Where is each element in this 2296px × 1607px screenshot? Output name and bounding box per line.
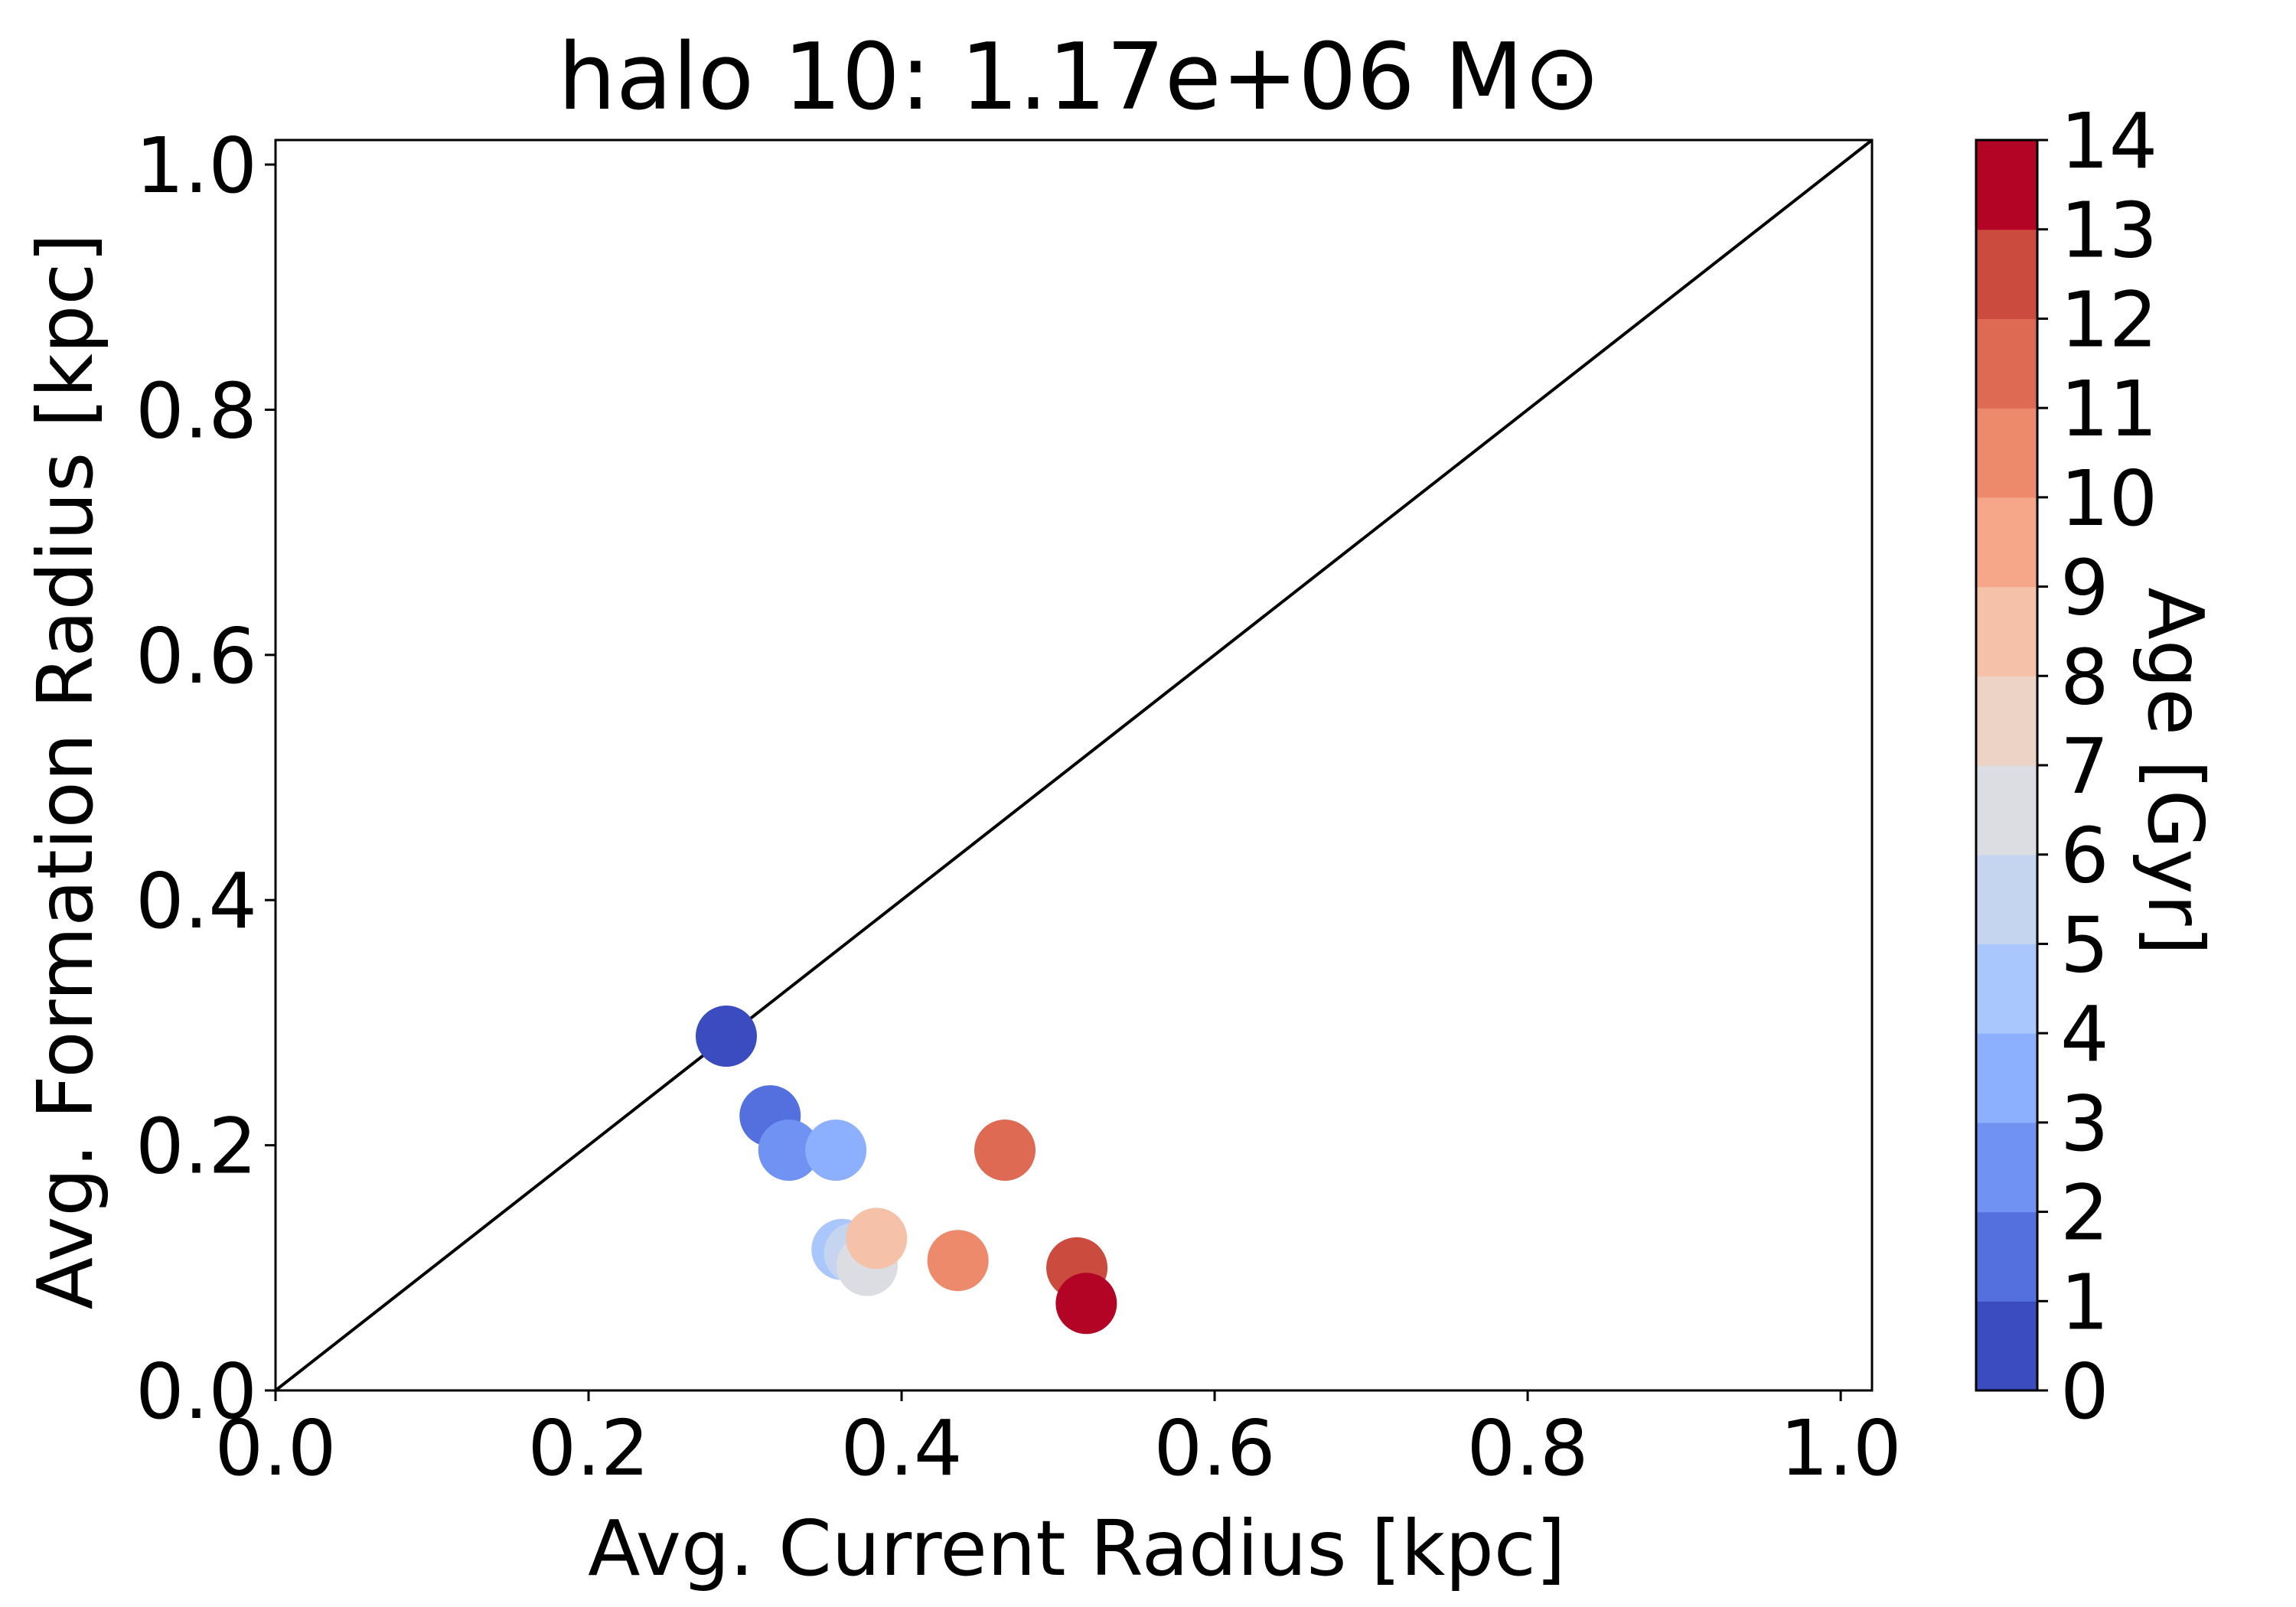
x-axis-ticks: 0.0 0.2 0.4 0.6 0.8 1.0 xyxy=(214,1390,1902,1493)
colorbar-bin xyxy=(1976,765,2037,856)
data-point xyxy=(974,1120,1036,1182)
colorbar-tick-label: 5 xyxy=(2060,900,2109,989)
data-point xyxy=(927,1230,989,1292)
colorbar-bin xyxy=(1976,318,2037,409)
colorbar-tick-label: 8 xyxy=(2060,632,2109,722)
colorbar-tick-label: 0 xyxy=(2060,1347,2109,1436)
y-tick-label: 0.0 xyxy=(135,1347,257,1436)
chart-title: halo 10: 1.17e+06 M⊙ xyxy=(558,24,1600,131)
colorbar-tick-label: 6 xyxy=(2060,811,2109,901)
x-tick-label: 0.4 xyxy=(841,1403,963,1493)
colorbar-tick-label: 3 xyxy=(2060,1079,2109,1169)
x-tick-label: 0.6 xyxy=(1154,1403,1276,1493)
data-point xyxy=(758,1120,820,1182)
colorbar-bin xyxy=(1976,1033,2037,1123)
colorbar-bin xyxy=(1976,229,2037,320)
colorbar-bin xyxy=(1976,676,2037,766)
data-point xyxy=(1055,1273,1117,1335)
colorbar-tick-label: 9 xyxy=(2060,543,2109,633)
colorbar-bin xyxy=(1976,140,2037,230)
x-tick-label: 0.8 xyxy=(1467,1403,1589,1493)
y-axis-label: Avg. Formation Radius [kpc] xyxy=(21,233,110,1310)
colorbar-tick-label: 10 xyxy=(2060,454,2157,543)
data-point xyxy=(805,1120,867,1182)
x-axis-label: Avg. Current Radius [kpc] xyxy=(588,1504,1566,1593)
colorbar-tick-label: 13 xyxy=(2060,186,2157,275)
colorbar-bin xyxy=(1976,497,2037,588)
colorbar-bin xyxy=(1976,408,2037,498)
colorbar-tick-label: 2 xyxy=(2060,1169,2109,1258)
y-tick-label: 0.4 xyxy=(135,856,257,946)
colorbar-tick-label: 7 xyxy=(2060,722,2109,811)
x-tick-label: 1.0 xyxy=(1780,1403,1902,1493)
colorbar-bin xyxy=(1976,854,2037,945)
identity-line xyxy=(274,139,1874,1392)
colorbar-bins xyxy=(1976,140,2037,1391)
plot-frame xyxy=(274,139,1874,1392)
y-tick-label: 0.8 xyxy=(135,366,257,455)
data-points xyxy=(695,1006,1117,1335)
colorbar-tick-label: 1 xyxy=(2060,1257,2109,1347)
data-point xyxy=(846,1208,908,1270)
colorbar-tick-label: 4 xyxy=(2060,989,2109,1079)
colorbar-tick-label: 11 xyxy=(2060,364,2157,454)
y-tick-label: 0.2 xyxy=(135,1102,257,1191)
colorbar-bin xyxy=(1976,586,2037,676)
colorbar-bin xyxy=(1976,1211,2037,1302)
x-tick-label: 0.0 xyxy=(214,1403,336,1493)
colorbar-tick-label: 12 xyxy=(2060,275,2157,364)
plot-area: 0.0 0.2 0.4 0.6 0.8 1.0 0.0 0.2 0.4 0.6 0.8 1.0 xyxy=(135,121,1902,1493)
y-tick-label: 0.6 xyxy=(135,611,257,701)
y-axis-ticks: 0.0 0.2 0.4 0.6 0.8 1.0 xyxy=(135,121,276,1436)
data-point xyxy=(695,1006,757,1068)
y-tick-label: 1.0 xyxy=(135,121,257,210)
colorbar-bin xyxy=(1976,1122,2037,1213)
colorbar-bin xyxy=(1976,944,2037,1034)
colorbar-tick-label: 14 xyxy=(2060,96,2157,186)
colorbar-label: Age [Gyr] xyxy=(2131,587,2220,955)
colorbar-bin xyxy=(1976,1301,2037,1391)
x-tick-label: 0.2 xyxy=(527,1403,649,1493)
